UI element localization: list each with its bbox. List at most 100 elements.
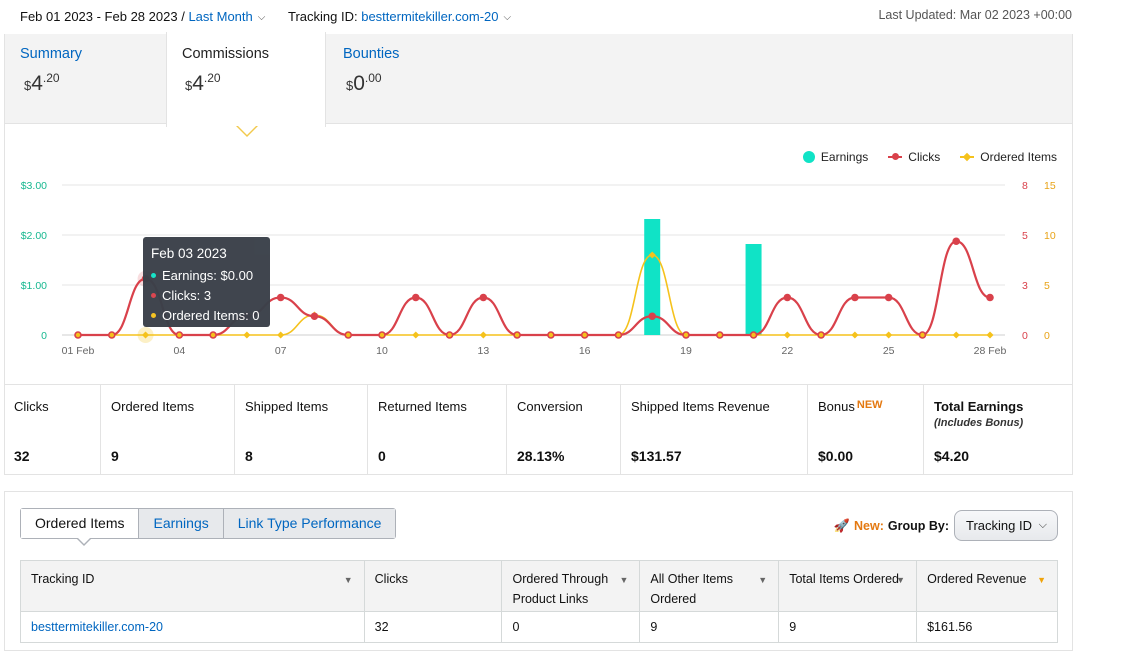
stat-value: 28.13% — [517, 448, 565, 464]
report-header: Feb 01 2023 - Feb 28 2023 / Last Month ⌵ … — [0, 0, 1133, 34]
column-header-clicks[interactable]: Clicks — [363, 560, 503, 612]
column-header-all-other-items[interactable]: All Other Items Ordered ▼ — [639, 560, 780, 612]
column-header-ordered-through-product-links[interactable]: Ordered Through Product Links ▼ — [501, 560, 641, 612]
ordered-items-zero-point — [514, 332, 520, 338]
y-tick-label-clicks: 0 — [1022, 330, 1028, 342]
clicks-point — [479, 293, 488, 302]
stat-value: $4.20 — [934, 448, 970, 464]
chevron-down-icon[interactable]: ⌵ — [503, 12, 512, 23]
ordered-items-zero-point — [751, 332, 756, 338]
report-tabs: Ordered Items Earnings Link Type Perform… — [20, 508, 397, 539]
stat-value: 8 — [245, 448, 253, 464]
tab-link-type-performance[interactable]: Link Type Performance — [222, 509, 396, 538]
y-tick-label-earnings: $1.00 — [21, 280, 47, 292]
clicks-point — [276, 293, 285, 302]
new-label: New: — [854, 518, 884, 533]
earnings-bar — [745, 244, 762, 335]
sort-icon[interactable]: ▼ — [758, 575, 768, 585]
cell-ordered-revenue: $161.56 — [916, 611, 1058, 643]
tooltip-earnings-row: Earnings: $0.00 — [151, 265, 270, 285]
ordered-items-zero-point — [278, 332, 283, 338]
ordered-items-zero-point — [717, 332, 722, 338]
stat-shipped-items: Shipped Items 8 — [235, 385, 368, 475]
clicks-point — [884, 293, 893, 302]
ordered-items-zero-point — [616, 332, 621, 338]
tab-earnings[interactable]: Earnings — [138, 509, 223, 538]
legend-ordered-label: Ordered Items — [980, 150, 1057, 164]
column-header-tracking-id[interactable]: Tracking ID ▼ — [20, 560, 365, 612]
cell-tracking-id[interactable]: besttermitekiller.com-20 — [20, 611, 365, 643]
y-tick-label-clicks: 8 — [1022, 180, 1028, 192]
y-tick-label-clicks: 5 — [1022, 230, 1028, 242]
ordered-items-zero-point — [481, 332, 486, 338]
date-preset-link[interactable]: Last Month — [188, 9, 253, 24]
stat-conversion: Conversion 28.13% — [507, 385, 621, 475]
sort-active-icon[interactable]: ▼ — [1037, 575, 1046, 585]
earnings-legend-marker — [802, 151, 815, 163]
tab-summary[interactable]: Summary $4.20 — [20, 34, 160, 124]
y-tick-label-earnings: $2.00 — [21, 230, 47, 242]
new-badge: NEW — [856, 399, 883, 411]
ordered-items-zero-point — [75, 332, 81, 338]
stat-bonus: Bonus NEW $0.00 — [808, 385, 924, 475]
column-header-ordered-revenue[interactable]: Ordered Revenue ▼ — [916, 560, 1058, 612]
cell-ordered-through-product-links: 0 — [501, 611, 641, 643]
stat-label: Returned Items — [378, 399, 467, 414]
ordered-items-zero-point — [177, 332, 182, 338]
ordered-items-zero-point — [818, 332, 824, 338]
tab-commissions[interactable]: Commissions $4.20 — [166, 32, 326, 127]
ordered-items-zero-point — [143, 332, 148, 338]
ordered-items-zero-point — [548, 332, 554, 338]
sort-icon[interactable]: ▼ — [896, 575, 906, 585]
summary-amount: $4.20 — [24, 71, 60, 95]
x-tick-label: 16 — [579, 345, 591, 357]
clicks-point — [986, 293, 994, 302]
summary-panel: Summary $4.20 Commissions $4.20 Bounties… — [4, 32, 1073, 475]
column-header-total-items[interactable]: Total Items Ordered ▼ — [778, 560, 918, 612]
legend-clicks-label: Clicks — [908, 150, 941, 164]
y-tick-label-earnings: $3.00 — [21, 180, 47, 192]
stat-clicks: Clicks 32 — [4, 385, 101, 475]
clicks-point — [952, 237, 961, 246]
ordered-items-zero-point — [785, 332, 790, 338]
tracking-id-selector[interactable]: Tracking ID: besttermitekiller.com-20 ⌵ — [288, 9, 511, 24]
legend-ordered[interactable]: Ordered Items — [960, 150, 1057, 164]
legend-clicks[interactable]: Clicks — [888, 150, 940, 164]
date-range-text: Feb 01 2023 - Feb 28 2023 — [20, 9, 178, 24]
ordered-items-point — [648, 251, 656, 259]
tab-commissions-label[interactable]: Commissions — [182, 46, 270, 62]
sort-icon[interactable]: ▼ — [619, 575, 629, 585]
stat-shipped-revenue: Shipped Items Revenue $131.57 — [621, 385, 808, 475]
chevron-down-icon[interactable]: ⌵ — [257, 12, 266, 23]
stat-label: Clicks — [14, 399, 49, 414]
y-tick-label-clicks: 3 — [1022, 280, 1028, 292]
stat-label: Shipped Items — [245, 399, 329, 414]
stat-value: 0 — [378, 448, 386, 464]
stat-ordered-items: Ordered Items 9 — [101, 385, 235, 475]
earnings-bar — [644, 219, 661, 335]
ordered-items-zero-point — [210, 332, 216, 338]
tracking-id-link[interactable]: besttermitekiller.com-20 — [361, 9, 499, 24]
stat-value: 32 — [14, 448, 30, 464]
y-tick-label-ordered: 10 — [1044, 230, 1056, 242]
group-by-select[interactable]: Tracking ID ⌵ — [954, 510, 1058, 541]
ordered-items-zero-point — [413, 332, 418, 338]
stat-total-earnings: Total Earnings (Includes Bonus) $4.20 — [924, 385, 1073, 475]
sort-icon[interactable]: ▼ — [343, 575, 353, 585]
rocket-icon: 🚀 — [833, 517, 851, 533]
performance-chart[interactable]: 0 $1.00 $2.00 $3.00 0 3 5 8 0 5 10 15 01 Feb 04 07 10 13… — [0, 170, 1073, 370]
date-range-selector[interactable]: Feb 01 2023 - Feb 28 2023 / Last Month ⌵ — [20, 9, 265, 24]
tab-bounties-label[interactable]: Bounties — [343, 46, 400, 62]
tab-bounties[interactable]: Bounties $0.00 — [343, 34, 483, 124]
ordered-items-zero-point — [987, 332, 993, 338]
stat-label: Ordered Items — [111, 399, 195, 414]
ordered-items-zero-point — [886, 332, 891, 338]
y-tick-label-earnings: 0 — [41, 330, 47, 342]
earnings-dot-icon — [151, 272, 156, 278]
legend-earnings[interactable]: Earnings — [802, 150, 868, 164]
clicks-point — [851, 293, 859, 302]
ordered-items-zero-point — [582, 332, 587, 338]
tab-ordered-items[interactable]: Ordered Items — [21, 509, 139, 538]
tab-summary-label[interactable]: Summary — [20, 46, 83, 62]
cell-all-other-items: 9 — [639, 611, 780, 643]
